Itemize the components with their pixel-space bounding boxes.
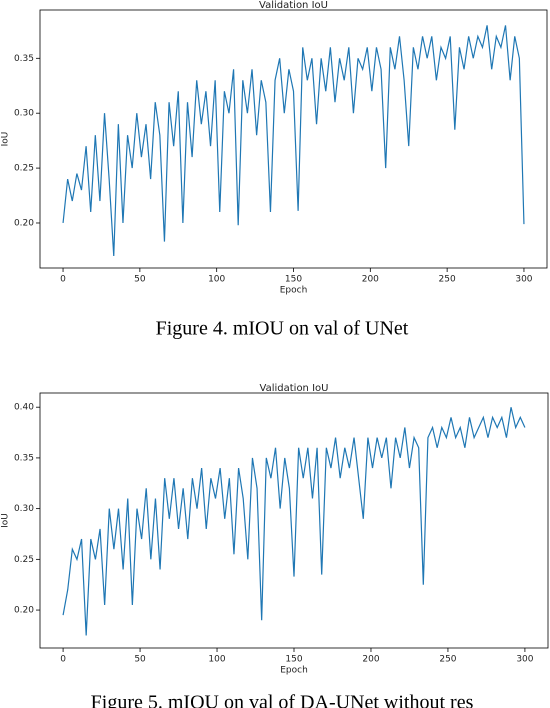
chart-title: Validation IoU: [259, 0, 328, 11]
x-tick-label: 200: [362, 655, 379, 665]
y-tick-label: 0.20: [14, 606, 34, 616]
figure-caption: Figure 5. mIOU on val of DA-UNet without…: [91, 692, 474, 708]
y-axis-label: IoU: [1, 132, 11, 147]
figure-caption: Figure 4. mIOU on val of UNet: [156, 318, 409, 340]
y-tick-label: 0.40: [14, 403, 34, 413]
y-tick-label: 0.30: [14, 504, 34, 514]
x-tick-label: 0: [60, 275, 66, 285]
x-tick-label: 100: [208, 655, 225, 665]
y-tick-label: 0.25: [14, 555, 34, 565]
plot-frame: [39, 392, 549, 649]
chart-title: Validation IoU: [260, 383, 329, 394]
x-tick-label: 250: [439, 275, 456, 285]
y-tick-label: 0.30: [14, 109, 34, 119]
x-axis-label: Epoch: [280, 286, 308, 296]
data-line: [62, 25, 525, 256]
x-tick-label: 100: [208, 275, 225, 285]
x-tick-label: 150: [285, 275, 302, 285]
y-tick-label: 0.35: [14, 453, 34, 463]
y-tick-label: 0.20: [14, 218, 34, 228]
data-line: [62, 407, 526, 636]
plot-frame: [39, 9, 548, 269]
x-axis-label: Epoch: [280, 666, 308, 676]
x-tick-label: 150: [285, 655, 302, 665]
x-tick-label: 250: [439, 655, 456, 665]
x-tick-label: 50: [134, 655, 146, 665]
y-tick-label: 0.35: [14, 54, 34, 64]
y-tick-label: 0.25: [14, 164, 34, 174]
x-tick-label: 50: [134, 275, 146, 285]
x-tick-label: 300: [515, 275, 532, 285]
x-tick-label: 200: [362, 275, 379, 285]
x-tick-label: 300: [516, 655, 533, 665]
x-tick-label: 0: [60, 655, 66, 665]
y-axis-label: IoU: [1, 513, 11, 528]
